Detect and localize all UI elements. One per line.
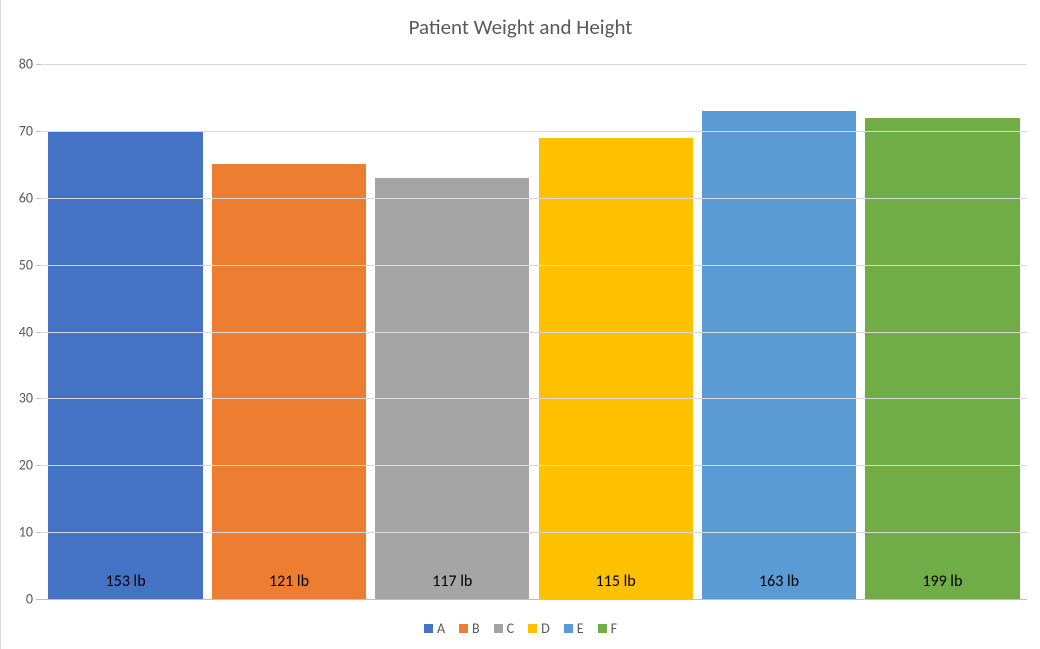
chart-title: Patient Weight and Height: [1, 14, 1040, 40]
legend-item-f: F: [598, 620, 617, 637]
y-tick-mark: [36, 131, 41, 132]
legend-label: D: [541, 620, 550, 637]
gridline: [41, 398, 1027, 399]
x-axis-line: [41, 599, 1027, 600]
y-tick-label: 50: [19, 256, 33, 273]
y-tick-label: 10: [19, 524, 33, 541]
legend: A B C D E F: [1, 620, 1040, 637]
legend-item-d: D: [528, 620, 550, 637]
y-tick-label: 80: [19, 56, 33, 73]
y-tick-label: 0: [26, 591, 33, 608]
legend-item-c: C: [494, 620, 514, 637]
gridline: [41, 198, 1027, 199]
legend-item-b: B: [459, 620, 480, 637]
gridline: [41, 532, 1027, 533]
y-tick-mark: [36, 465, 41, 466]
gridline: [41, 265, 1027, 266]
bar-label: 115 lb: [596, 572, 636, 591]
y-tick-mark: [36, 332, 41, 333]
y-tick-label: 30: [19, 390, 33, 407]
legend-swatch: [494, 624, 503, 633]
y-tick-mark: [36, 398, 41, 399]
gridline: [41, 332, 1027, 333]
bar-label: 153 lb: [106, 572, 146, 591]
bar-label: 117 lb: [432, 572, 472, 591]
bar-label: 163 lb: [759, 572, 799, 591]
bar-b: 121 lb: [212, 164, 366, 599]
legend-swatch: [424, 624, 433, 633]
y-tick-mark: [36, 599, 41, 600]
y-tick-label: 60: [19, 189, 33, 206]
legend-item-e: E: [564, 620, 584, 637]
bar-f: 199 lb: [865, 118, 1019, 600]
legend-swatch: [459, 624, 468, 633]
y-tick-label: 40: [19, 323, 33, 340]
bar-label: 121 lb: [269, 572, 309, 591]
bar-label: 199 lb: [922, 572, 962, 591]
y-tick-label: 70: [19, 122, 33, 139]
bar-a: 153 lb: [48, 131, 202, 599]
legend-label: A: [437, 620, 445, 637]
legend-label: F: [611, 620, 617, 637]
gridline: [41, 465, 1027, 466]
y-tick-mark: [36, 198, 41, 199]
bar-d: 115 lb: [539, 138, 693, 599]
legend-swatch: [598, 624, 607, 633]
y-tick-mark: [36, 532, 41, 533]
legend-swatch: [528, 624, 537, 633]
legend-item-a: A: [424, 620, 445, 637]
y-tick-label: 20: [19, 457, 33, 474]
legend-label: B: [472, 620, 480, 637]
y-tick-mark: [36, 265, 41, 266]
chart-container: Patient Weight and Height 153 lb 121 lb 11…: [0, 0, 1040, 649]
legend-label: E: [577, 620, 584, 637]
bar-e: 163 lb: [702, 111, 856, 599]
gridline: [41, 131, 1027, 132]
gridline: [41, 64, 1027, 65]
y-tick-mark: [36, 64, 41, 65]
legend-swatch: [564, 624, 573, 633]
bar-c: 117 lb: [375, 178, 529, 599]
legend-label: C: [507, 620, 514, 637]
plot-area: 153 lb121 lb117 lb115 lb163 lb199 lb 010…: [41, 64, 1027, 599]
